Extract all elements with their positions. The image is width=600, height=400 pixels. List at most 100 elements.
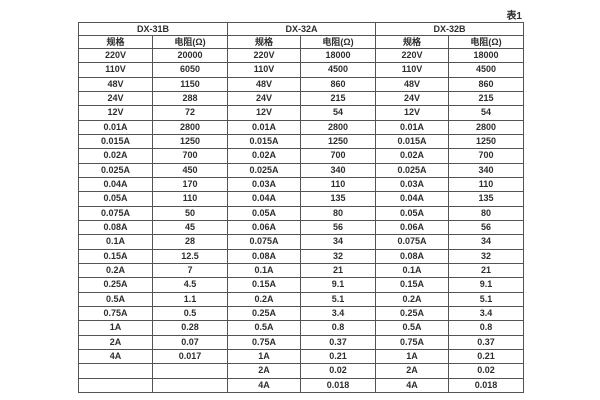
table-cell: 0.1A: [375, 262, 450, 279]
table-cell: 4A: [78, 348, 153, 365]
table-cell: 0.025A: [78, 162, 153, 178]
table-cell: 34: [448, 234, 525, 250]
table-row: 1A 0.28 0.5A 0.8 0.5A 0.8: [78, 320, 525, 336]
table-row: 0.02A 700 0.02A 700 0.02A 700: [78, 148, 525, 164]
table-cell: 0.25A: [78, 277, 153, 293]
table-cell: [151, 377, 229, 394]
table-cell: 0.05A: [375, 205, 450, 221]
table-cell: 2800: [300, 119, 377, 135]
table-cell: 2800: [448, 119, 525, 135]
table-cell: 0.15A: [78, 248, 153, 264]
table-cell: 24V: [78, 90, 153, 107]
table-cell: 24V: [375, 90, 450, 107]
table-cell: 0.21: [448, 348, 525, 365]
table-cell: 215: [300, 90, 377, 107]
table-row: 0.01A 2800 0.01A 2800 0.01A 2800: [78, 119, 525, 135]
table-cell: 0.2A: [227, 291, 302, 307]
table-cell: 18000: [448, 47, 525, 64]
table-cell: 110V: [375, 62, 450, 78]
table-cell: 0.75A: [227, 334, 302, 350]
table-cell: 0.075A: [227, 234, 302, 250]
table-cell: 0.75A: [78, 305, 153, 322]
table-cell: 0.08A: [375, 248, 450, 264]
table-cell: 54: [448, 105, 525, 121]
table-cell: 220V: [78, 47, 153, 64]
table-cell: 48V: [78, 76, 153, 92]
table-row: 110V 6050 110V 4500 110V 4500: [78, 62, 525, 78]
table-cell: 7: [151, 262, 229, 279]
table-cell: 5.1: [300, 291, 377, 307]
group-header-dx32a: DX-32A: [227, 22, 377, 36]
table-cell: 2A: [227, 363, 302, 379]
table-cell: 0.5A: [227, 320, 302, 336]
table-cell: 1150: [151, 76, 229, 92]
table-cell: 72: [151, 105, 229, 121]
table-cell: 0.25A: [227, 305, 302, 322]
table-cell: 3.4: [448, 305, 525, 322]
table-cell: 0.5A: [78, 291, 153, 307]
table-row: 0.05A 110 0.04A 135 0.04A 135: [78, 191, 525, 207]
table-cell: 0.015A: [78, 133, 153, 150]
table-row: 0.08A 45 0.06A 56 0.06A 56: [78, 219, 525, 236]
table-cell: 4500: [300, 62, 377, 78]
table-row: 220V 20000 220V 18000 220V 18000: [78, 47, 525, 64]
table-cell: 12V: [227, 105, 302, 121]
table-cell: 0.015A: [375, 133, 450, 150]
table-cell: 0.04A: [375, 191, 450, 207]
table-cell: 4500: [448, 62, 525, 78]
table-cell: 9.1: [448, 277, 525, 293]
table-cell: 700: [448, 148, 525, 164]
table-cell: 21: [300, 262, 377, 279]
table-row: 0.25A 4.5 0.15A 9.1 0.15A 9.1: [78, 277, 525, 293]
group-header-dx31b: DX-31B: [77, 22, 229, 36]
table-cell: 32: [448, 248, 525, 264]
table-cell: 215: [448, 90, 525, 107]
table-cell: 0.075A: [78, 205, 153, 221]
table-row: 24V 288 24V 215 24V 215: [78, 90, 525, 107]
column-header-resistance: 电阻(Ω): [300, 35, 377, 49]
table-cell: 0.2A: [78, 262, 153, 279]
table-cell: 0.08A: [227, 248, 302, 264]
table-cell: 170: [151, 176, 229, 193]
table-cell: 0.01A: [375, 119, 450, 135]
table-cell: 220V: [227, 47, 302, 64]
table-cell: 0.05A: [78, 191, 153, 207]
table-cell: 0.21: [300, 348, 377, 365]
table-cell: 1250: [448, 133, 525, 150]
table-cell: 0.8: [300, 320, 377, 336]
table-row: 48V 1150 48V 860 48V 860: [78, 76, 525, 92]
table-cell: 0.05A: [227, 205, 302, 221]
column-header-spec: 规格: [78, 35, 153, 49]
table-cell: 54: [300, 105, 377, 121]
table-cell: 56: [300, 219, 377, 236]
table-row: 12V 72 12V 54 12V 54: [78, 105, 525, 121]
table-cell: 0.1A: [227, 262, 302, 279]
table-cell: 0.37: [448, 334, 525, 350]
table-cell: 0.07: [151, 334, 229, 350]
table-cell: 80: [300, 205, 377, 221]
table-cell: 450: [151, 162, 229, 178]
table-row: 0.015A 1250 0.015A 1250 0.015A 1250: [78, 133, 525, 150]
table-cell: 50: [151, 205, 229, 221]
table-row: 0.1A 28 0.075A 34 0.075A 34: [78, 234, 525, 250]
table-cell: 48V: [227, 76, 302, 92]
table-cell: 4.5: [151, 277, 229, 293]
table-cell: 80: [448, 205, 525, 221]
table-cell: 0.25A: [375, 305, 450, 322]
column-header-spec: 规格: [227, 35, 302, 49]
table-cell: 48V: [375, 76, 450, 92]
table-cell: 0.017: [151, 348, 229, 365]
table-cell: 3.4: [300, 305, 377, 322]
table-cell: 18000: [300, 47, 377, 64]
table-row: 2A 0.02 2A 0.02: [78, 363, 525, 379]
table-row: 0.04A 170 0.03A 110 0.03A 110: [78, 176, 525, 193]
table-cell: 110V: [227, 62, 302, 78]
table-cell: 6050: [151, 62, 229, 78]
table-cell: 0.075A: [375, 234, 450, 250]
table-cell: 32: [300, 248, 377, 264]
table-cell: 0.02: [448, 363, 525, 379]
table-cell: 0.018: [448, 377, 525, 394]
table-cell: 110: [448, 176, 525, 193]
table-cell: [78, 363, 153, 379]
